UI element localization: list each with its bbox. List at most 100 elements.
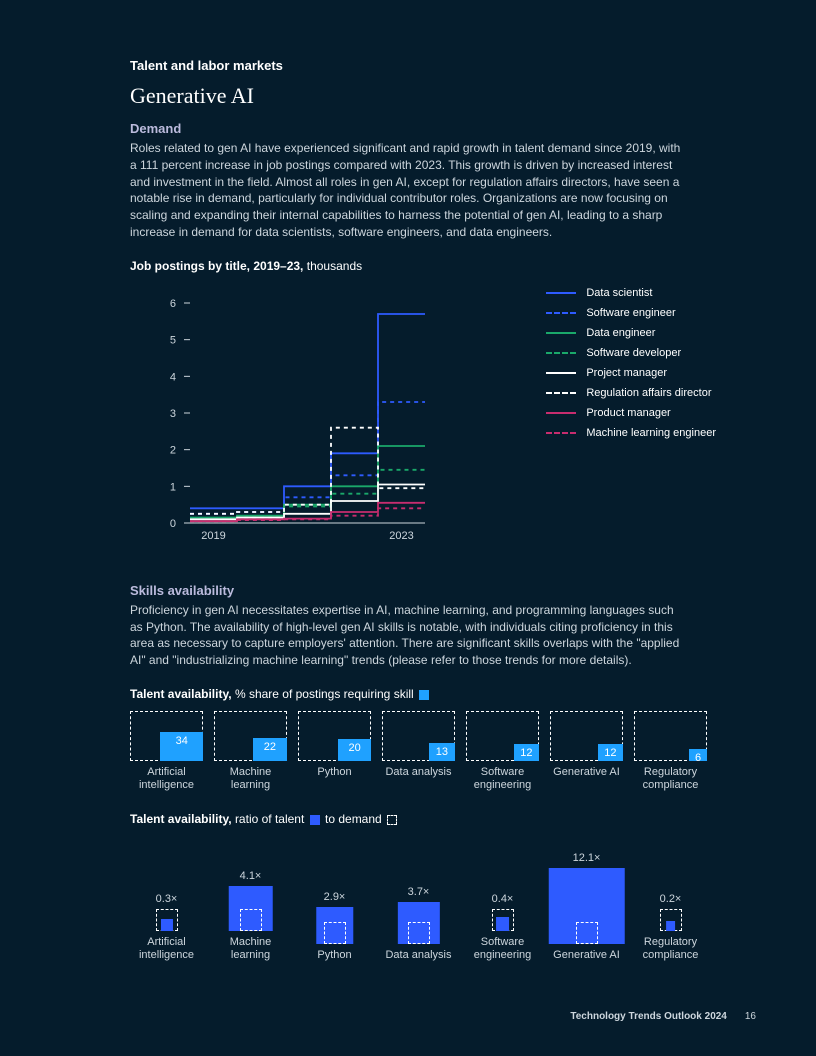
- talent-share-cell: 13 Data analysis: [382, 711, 455, 792]
- svg-text:4: 4: [170, 371, 176, 383]
- talent-share-title-bold: Talent availability,: [130, 687, 232, 701]
- legend-swatch: [546, 432, 576, 434]
- legend-item: Software developer: [546, 347, 716, 359]
- talent-share-value: 34: [160, 732, 203, 761]
- legend-label: Product manager: [586, 407, 670, 419]
- skills-body: Proficiency in gen AI necessitates exper…: [130, 602, 686, 669]
- svg-text:0: 0: [170, 518, 176, 530]
- talent-ratio-demand-box: [408, 922, 430, 944]
- talent-ratio-boxes: [298, 907, 371, 944]
- talent-ratio-boxes: [634, 909, 707, 931]
- talent-ratio-title-rest2: to demand: [325, 812, 382, 826]
- talent-ratio-cell: 12.1×Generative AI: [550, 836, 623, 962]
- talent-share-title-rest: % share of postings requiring skill: [235, 687, 414, 701]
- talent-share-cell: 6 Regulatory compliance: [634, 711, 707, 792]
- talent-ratio-value: 12.1×: [573, 852, 601, 864]
- legend-item: Data engineer: [546, 327, 716, 339]
- talent-ratio-value: 0.4×: [492, 893, 514, 905]
- step-chart-title-unit: thousands: [307, 259, 362, 273]
- talent-ratio-cell: 0.3× Artificial intelligence: [130, 836, 203, 962]
- talent-share-box: 12: [550, 711, 623, 761]
- talent-ratio-demand-box: [576, 922, 598, 944]
- talent-share-key-icon: [419, 690, 429, 700]
- footer-title: Technology Trends Outlook 2024: [570, 1011, 727, 1022]
- legend-swatch: [546, 312, 576, 314]
- talent-share-label: Regulatory compliance: [634, 766, 707, 792]
- talent-share-value: 12: [598, 744, 623, 761]
- talent-share-box: 34: [130, 711, 203, 761]
- section-label: Talent and labor markets: [130, 58, 686, 73]
- step-chart-title: Job postings by title, 2019–23, thousand…: [130, 259, 686, 273]
- talent-ratio-label: Data analysis: [385, 949, 451, 962]
- talent-share-cell: 12 Generative AI: [550, 711, 623, 792]
- talent-ratio-value: 0.2×: [660, 893, 682, 905]
- talent-ratio-value: 4.1×: [240, 870, 262, 882]
- talent-ratio-boxes: [550, 868, 623, 945]
- step-chart-title-bold: Job postings by title, 2019–23,: [130, 259, 303, 273]
- legend-label: Data engineer: [586, 327, 655, 339]
- legend-label: Regulation affairs director: [586, 387, 711, 399]
- talent-ratio-cell: 3.7× Data analysis: [382, 836, 455, 962]
- svg-text:2: 2: [170, 444, 176, 456]
- legend-item: Project manager: [546, 367, 716, 379]
- talent-share-title: Talent availability, % share of postings…: [130, 687, 686, 701]
- svg-text:6: 6: [170, 298, 176, 310]
- talent-share-label: Data analysis: [385, 766, 451, 779]
- legend-label: Machine learning engineer: [586, 427, 716, 439]
- page-title: Generative AI: [130, 83, 686, 109]
- legend-item: Data scientist: [546, 287, 716, 299]
- skills-heading: Skills availability: [130, 583, 686, 598]
- svg-text:3: 3: [170, 408, 176, 420]
- talent-share-box: 22: [214, 711, 287, 761]
- talent-ratio-cell: 2.9× Python: [298, 836, 371, 962]
- talent-share-cell: 34Artificial intelligence: [130, 711, 203, 792]
- talent-ratio-talent-key-icon: [310, 815, 320, 825]
- talent-ratio-talent-box: [496, 917, 510, 931]
- legend-item: Product manager: [546, 407, 716, 419]
- talent-share-label: Generative AI: [553, 766, 620, 779]
- legend-swatch: [546, 412, 576, 414]
- legend-swatch: [546, 392, 576, 394]
- talent-ratio-boxes: [382, 902, 455, 944]
- talent-ratio-value: 3.7×: [408, 886, 430, 898]
- page-footer: Technology Trends Outlook 2024 16: [570, 1011, 756, 1022]
- svg-text:5: 5: [170, 334, 176, 346]
- talent-share-value: 6: [689, 749, 707, 761]
- talent-ratio-demand-box: [240, 909, 262, 931]
- talent-ratio-cell: 4.1× Machine learning: [214, 836, 287, 962]
- talent-ratio-cell: 0.2×Regulatory compliance: [634, 836, 707, 962]
- talent-ratio-label: Machine learning: [214, 936, 287, 962]
- legend-label: Software developer: [586, 347, 681, 359]
- talent-share-box: 12: [466, 711, 539, 761]
- legend-swatch: [546, 332, 576, 334]
- step-chart-svg: 012345620192023: [130, 283, 440, 543]
- talent-share-value: 22: [253, 738, 287, 761]
- legend-swatch: [546, 292, 576, 294]
- talent-ratio-talent-box: [160, 919, 172, 931]
- talent-share-cell: 20 Python: [298, 711, 371, 792]
- demand-body: Roles related to gen AI have experienced…: [130, 140, 686, 241]
- talent-ratio-demand-box: [324, 922, 346, 944]
- talent-share-cell: 22Machine learning: [214, 711, 287, 792]
- footer-page: 16: [745, 1011, 756, 1022]
- talent-share-box: 13: [382, 711, 455, 761]
- talent-ratio-value: 0.3×: [156, 893, 178, 905]
- talent-ratio-label: Python: [317, 949, 351, 962]
- talent-ratio-title-rest: ratio of talent: [235, 812, 304, 826]
- talent-ratio-label: Artificial intelligence: [130, 936, 203, 962]
- talent-ratio-value: 2.9×: [324, 891, 346, 903]
- talent-share-value: 13: [429, 743, 455, 761]
- talent-ratio-boxes: [130, 909, 203, 931]
- talent-share-value: 12: [514, 744, 539, 761]
- talent-share-label: Software engineering: [466, 766, 539, 792]
- talent-share-label: Python: [317, 766, 351, 779]
- talent-share-value: 20: [338, 739, 371, 761]
- talent-ratio-title: Talent availability, ratio of talent to …: [130, 812, 686, 826]
- legend-label: Data scientist: [586, 287, 652, 299]
- talent-ratio-row: 0.3× Artificial intelligence 4.1× Machine l…: [130, 836, 686, 962]
- svg-text:1: 1: [170, 481, 176, 493]
- talent-share-box: 20: [298, 711, 371, 761]
- legend-item: Regulation affairs director: [546, 387, 716, 399]
- talent-ratio-boxes: [466, 909, 539, 931]
- talent-ratio-label: Software engineering: [466, 936, 539, 962]
